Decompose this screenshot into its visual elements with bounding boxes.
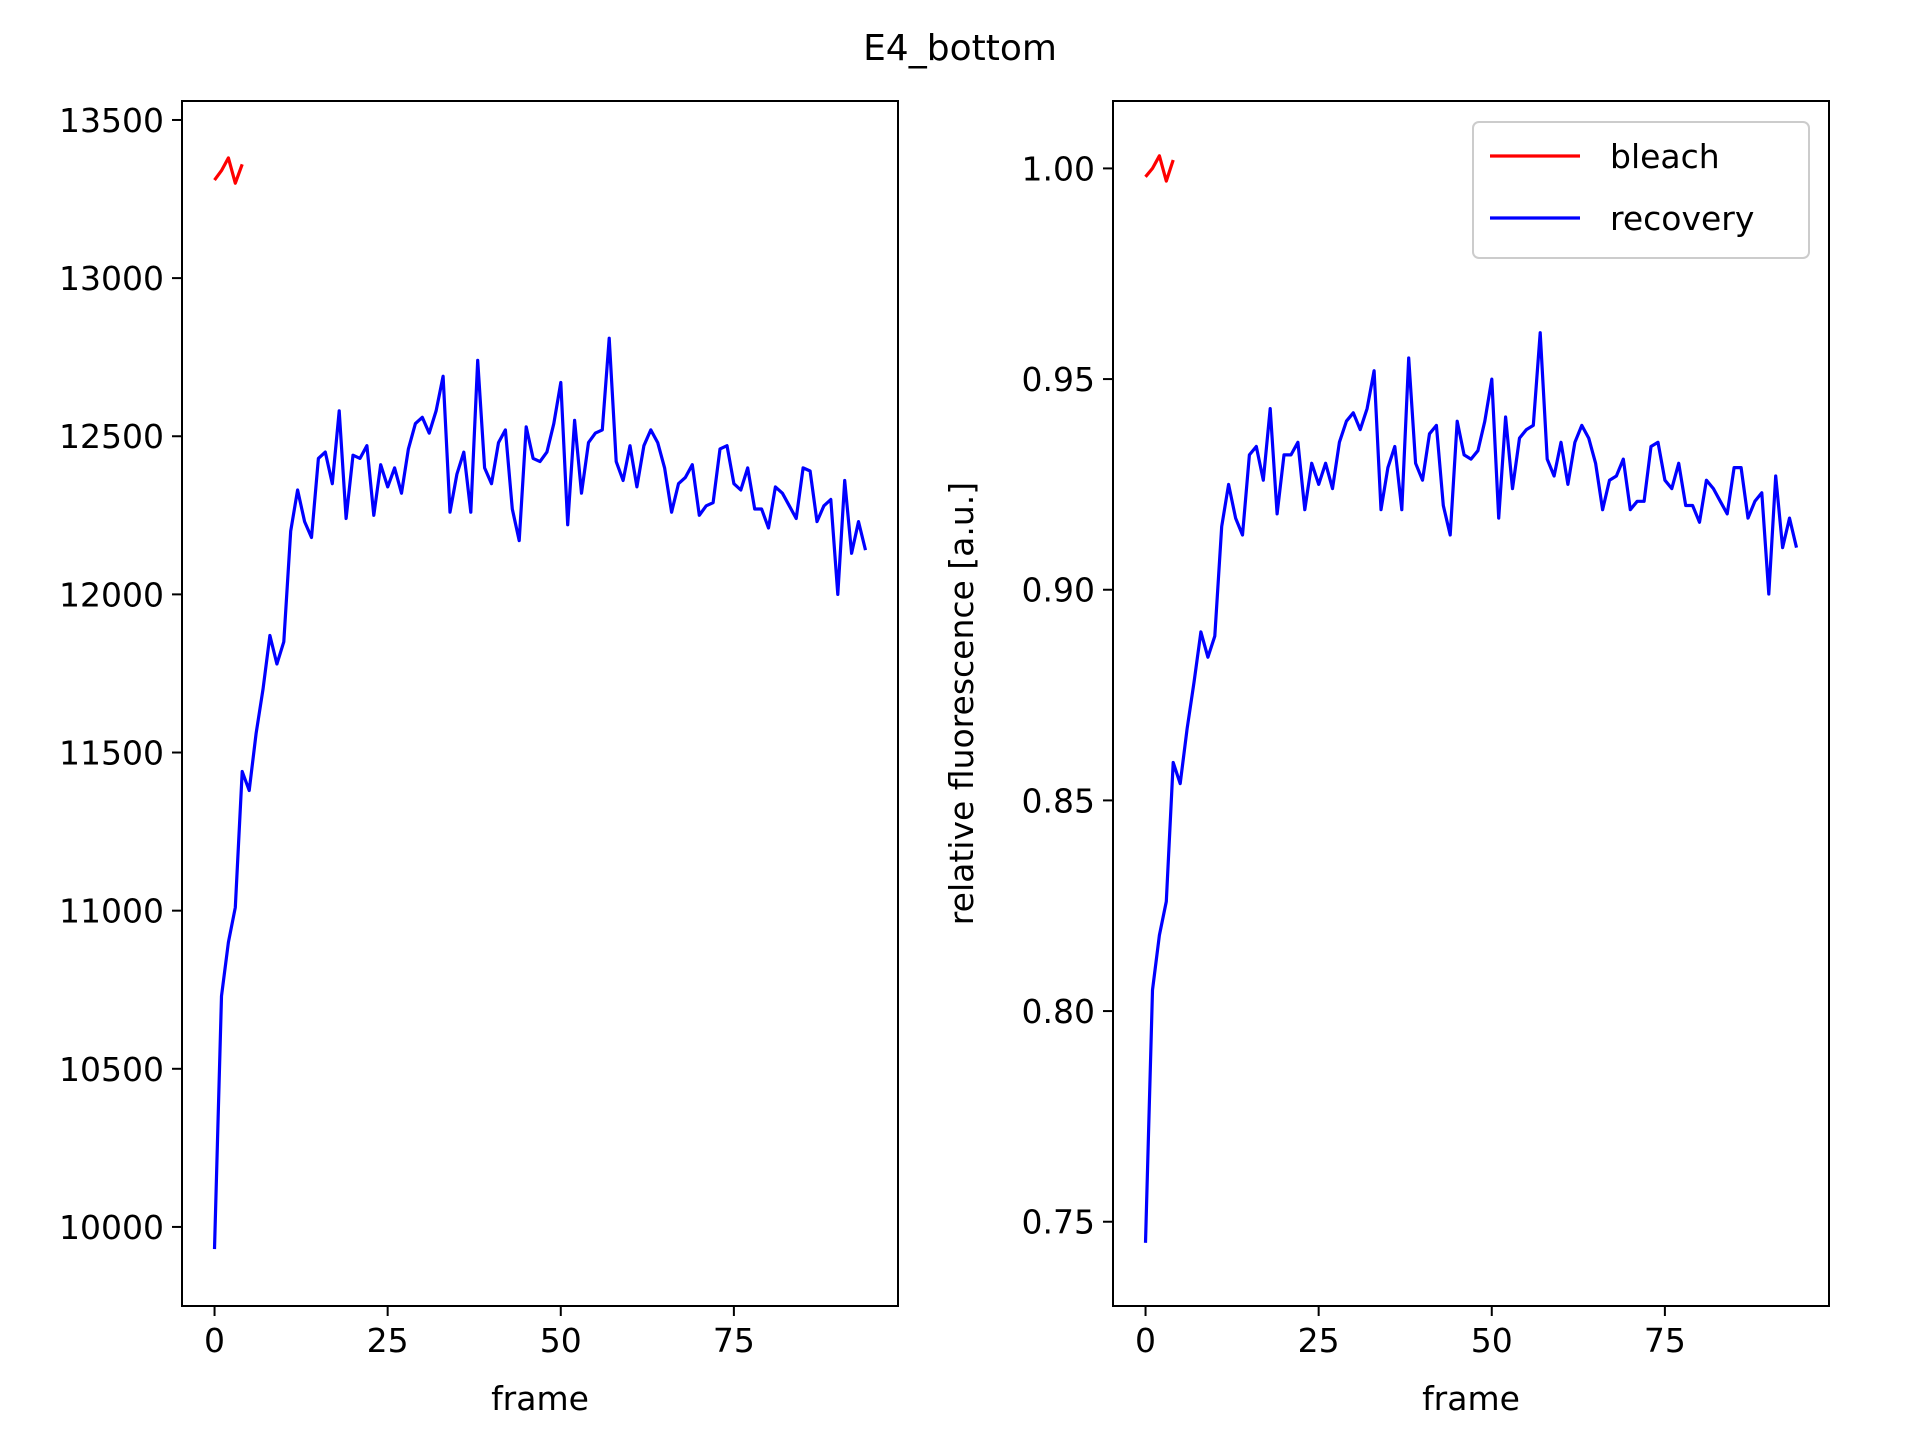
x-tick-label: 75 — [1644, 1321, 1686, 1360]
y-tick-label: 12000 — [59, 575, 164, 614]
y-tick-label: 11500 — [59, 734, 164, 773]
x-axis-label: frame — [1422, 1379, 1520, 1418]
series-line-recovery — [1143, 331, 1799, 1243]
y-tick-label: 1.00 — [1022, 149, 1095, 188]
y-tick-label: 0.80 — [1022, 992, 1095, 1031]
y-tick-label: 10500 — [59, 1050, 164, 1089]
legend-label-bleach: bleach — [1610, 137, 1720, 176]
y-tick-label: 0.85 — [1022, 781, 1095, 820]
y-axis-label: relative fluorescence [a.u.] — [942, 482, 981, 925]
series-line-bleach — [213, 156, 244, 185]
axes-left: 0 25 50 75 10000 10500 11000 11500 12000 12500 130… — [59, 100, 899, 1418]
plot-frame — [181, 100, 899, 1307]
series-line-bleach — [1144, 154, 1175, 183]
y-tick-label: 0.75 — [1022, 1203, 1095, 1242]
x-tick-label: 25 — [1298, 1321, 1340, 1360]
y-tick-label: 13000 — [59, 259, 164, 298]
x-tick-label: 50 — [1471, 1321, 1513, 1360]
y-tick-label: 11000 — [59, 892, 164, 931]
x-tick-label: 0 — [204, 1321, 225, 1360]
y-tick-label: 10000 — [59, 1208, 164, 1247]
x-tick-label: 0 — [1135, 1321, 1156, 1360]
x-axis-label: frame — [491, 1379, 589, 1418]
axes-right: 0 25 50 75 0.75 0.80 0.85 0.90 0.95 1.00 frame rela… — [942, 100, 1830, 1418]
legend-label-recovery: recovery — [1610, 199, 1754, 238]
y-tick-label: 0.95 — [1022, 360, 1095, 399]
figure-title: E4_bottom — [863, 28, 1057, 69]
y-tick-label: 13500 — [59, 101, 164, 140]
y-tick-label: 12500 — [59, 417, 164, 456]
plot-frame — [1112, 100, 1830, 1307]
y-tick-label: 0.90 — [1022, 571, 1095, 610]
x-tick-label: 75 — [713, 1321, 755, 1360]
x-tick-label: 50 — [540, 1321, 582, 1360]
series-line-recovery — [212, 336, 868, 1250]
x-tick-label: 25 — [367, 1321, 409, 1360]
